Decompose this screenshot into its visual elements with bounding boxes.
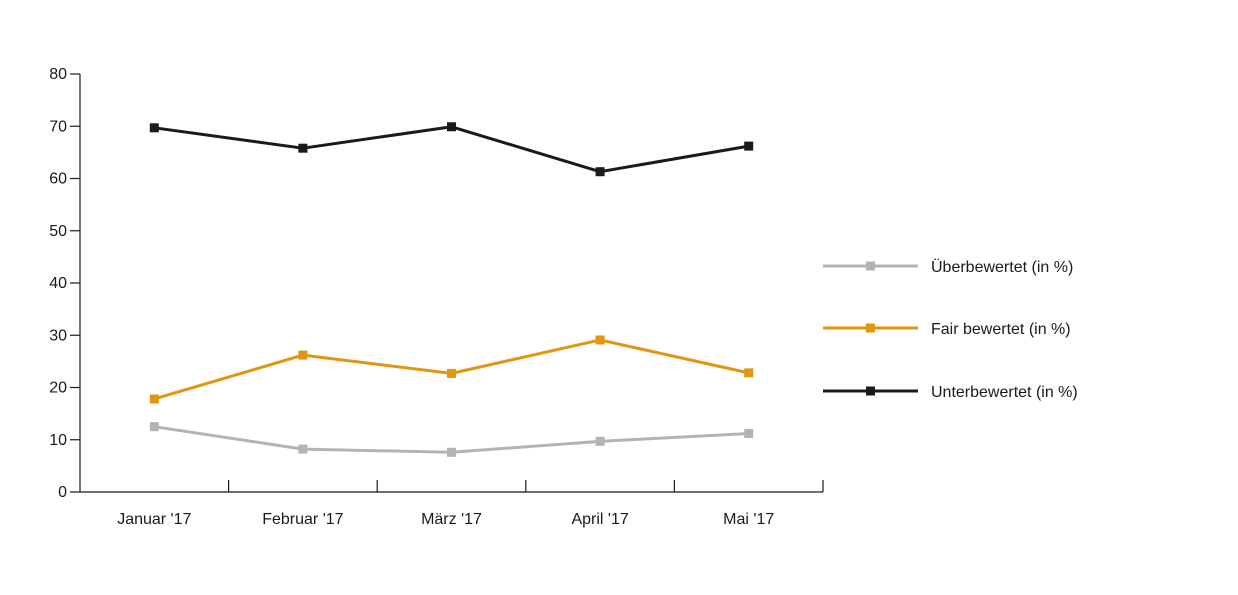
data-point-marker bbox=[595, 335, 605, 345]
data-point-marker bbox=[447, 447, 456, 457]
data-point-marker bbox=[298, 444, 308, 454]
data-point-marker bbox=[744, 428, 754, 438]
data-point-marker bbox=[595, 167, 605, 177]
y-tick-label: 30 bbox=[49, 327, 67, 344]
data-point-marker bbox=[298, 350, 308, 360]
axes bbox=[79, 74, 823, 493]
y-tick-label: 40 bbox=[49, 275, 67, 292]
series-line bbox=[154, 125, 749, 174]
y-ticks: 0 10 20 30 40 50 60 70 80 bbox=[49, 66, 80, 501]
legend-label: Unterbewertet (in %) bbox=[931, 384, 1078, 401]
x-tick-label: Mai '17 bbox=[723, 511, 774, 528]
y-tick-label: 70 bbox=[49, 118, 67, 135]
data-point-marker bbox=[744, 141, 754, 151]
legend-item-unterbewertet-in: Unterbewertet (in %) bbox=[823, 384, 1078, 401]
y-tick-label: 0 bbox=[58, 484, 67, 501]
legend-item-überbewertet-in: Überbewertet (in %) bbox=[823, 258, 1073, 276]
x-tick-label: März '17 bbox=[421, 511, 482, 528]
legend-label: Fair bewertet (in %) bbox=[931, 321, 1071, 338]
y-tick-label: 80 bbox=[49, 66, 67, 83]
legend-marker-swatch bbox=[866, 386, 875, 396]
x-ticks: Januar '17 Februar '17 März '17 April '17 Ma… bbox=[117, 480, 824, 528]
series-fair-bewertet-in bbox=[149, 335, 754, 404]
y-tick-label: 10 bbox=[49, 432, 67, 449]
x-tick-label: Januar '17 bbox=[117, 511, 191, 528]
data-point-marker bbox=[744, 368, 754, 378]
data-point-marker bbox=[447, 122, 456, 132]
legend-label: Überbewertet (in %) bbox=[931, 258, 1073, 276]
legend: Überbewertet (in %) Fair bewertet (in %) U… bbox=[823, 258, 1078, 401]
legend-marker-swatch bbox=[866, 261, 875, 271]
x-tick-label: Februar '17 bbox=[262, 511, 343, 528]
legend-item-fair-bewertet-in: Fair bewertet (in %) bbox=[823, 321, 1071, 338]
series-lines bbox=[149, 122, 754, 457]
data-point-marker bbox=[298, 143, 308, 153]
data-point-marker bbox=[149, 422, 159, 432]
legend-marker-swatch bbox=[866, 323, 875, 333]
series-überbewertet-in bbox=[149, 422, 754, 457]
y-tick-label: 20 bbox=[49, 380, 67, 397]
series-unterbewertet-in bbox=[149, 122, 754, 177]
y-tick-label: 50 bbox=[49, 223, 67, 240]
y-tick-label: 60 bbox=[49, 171, 67, 188]
data-point-marker bbox=[595, 436, 605, 446]
data-point-marker bbox=[149, 394, 159, 404]
data-point-marker bbox=[149, 123, 159, 133]
x-tick-label: April '17 bbox=[571, 511, 628, 528]
data-point-marker bbox=[447, 368, 456, 378]
